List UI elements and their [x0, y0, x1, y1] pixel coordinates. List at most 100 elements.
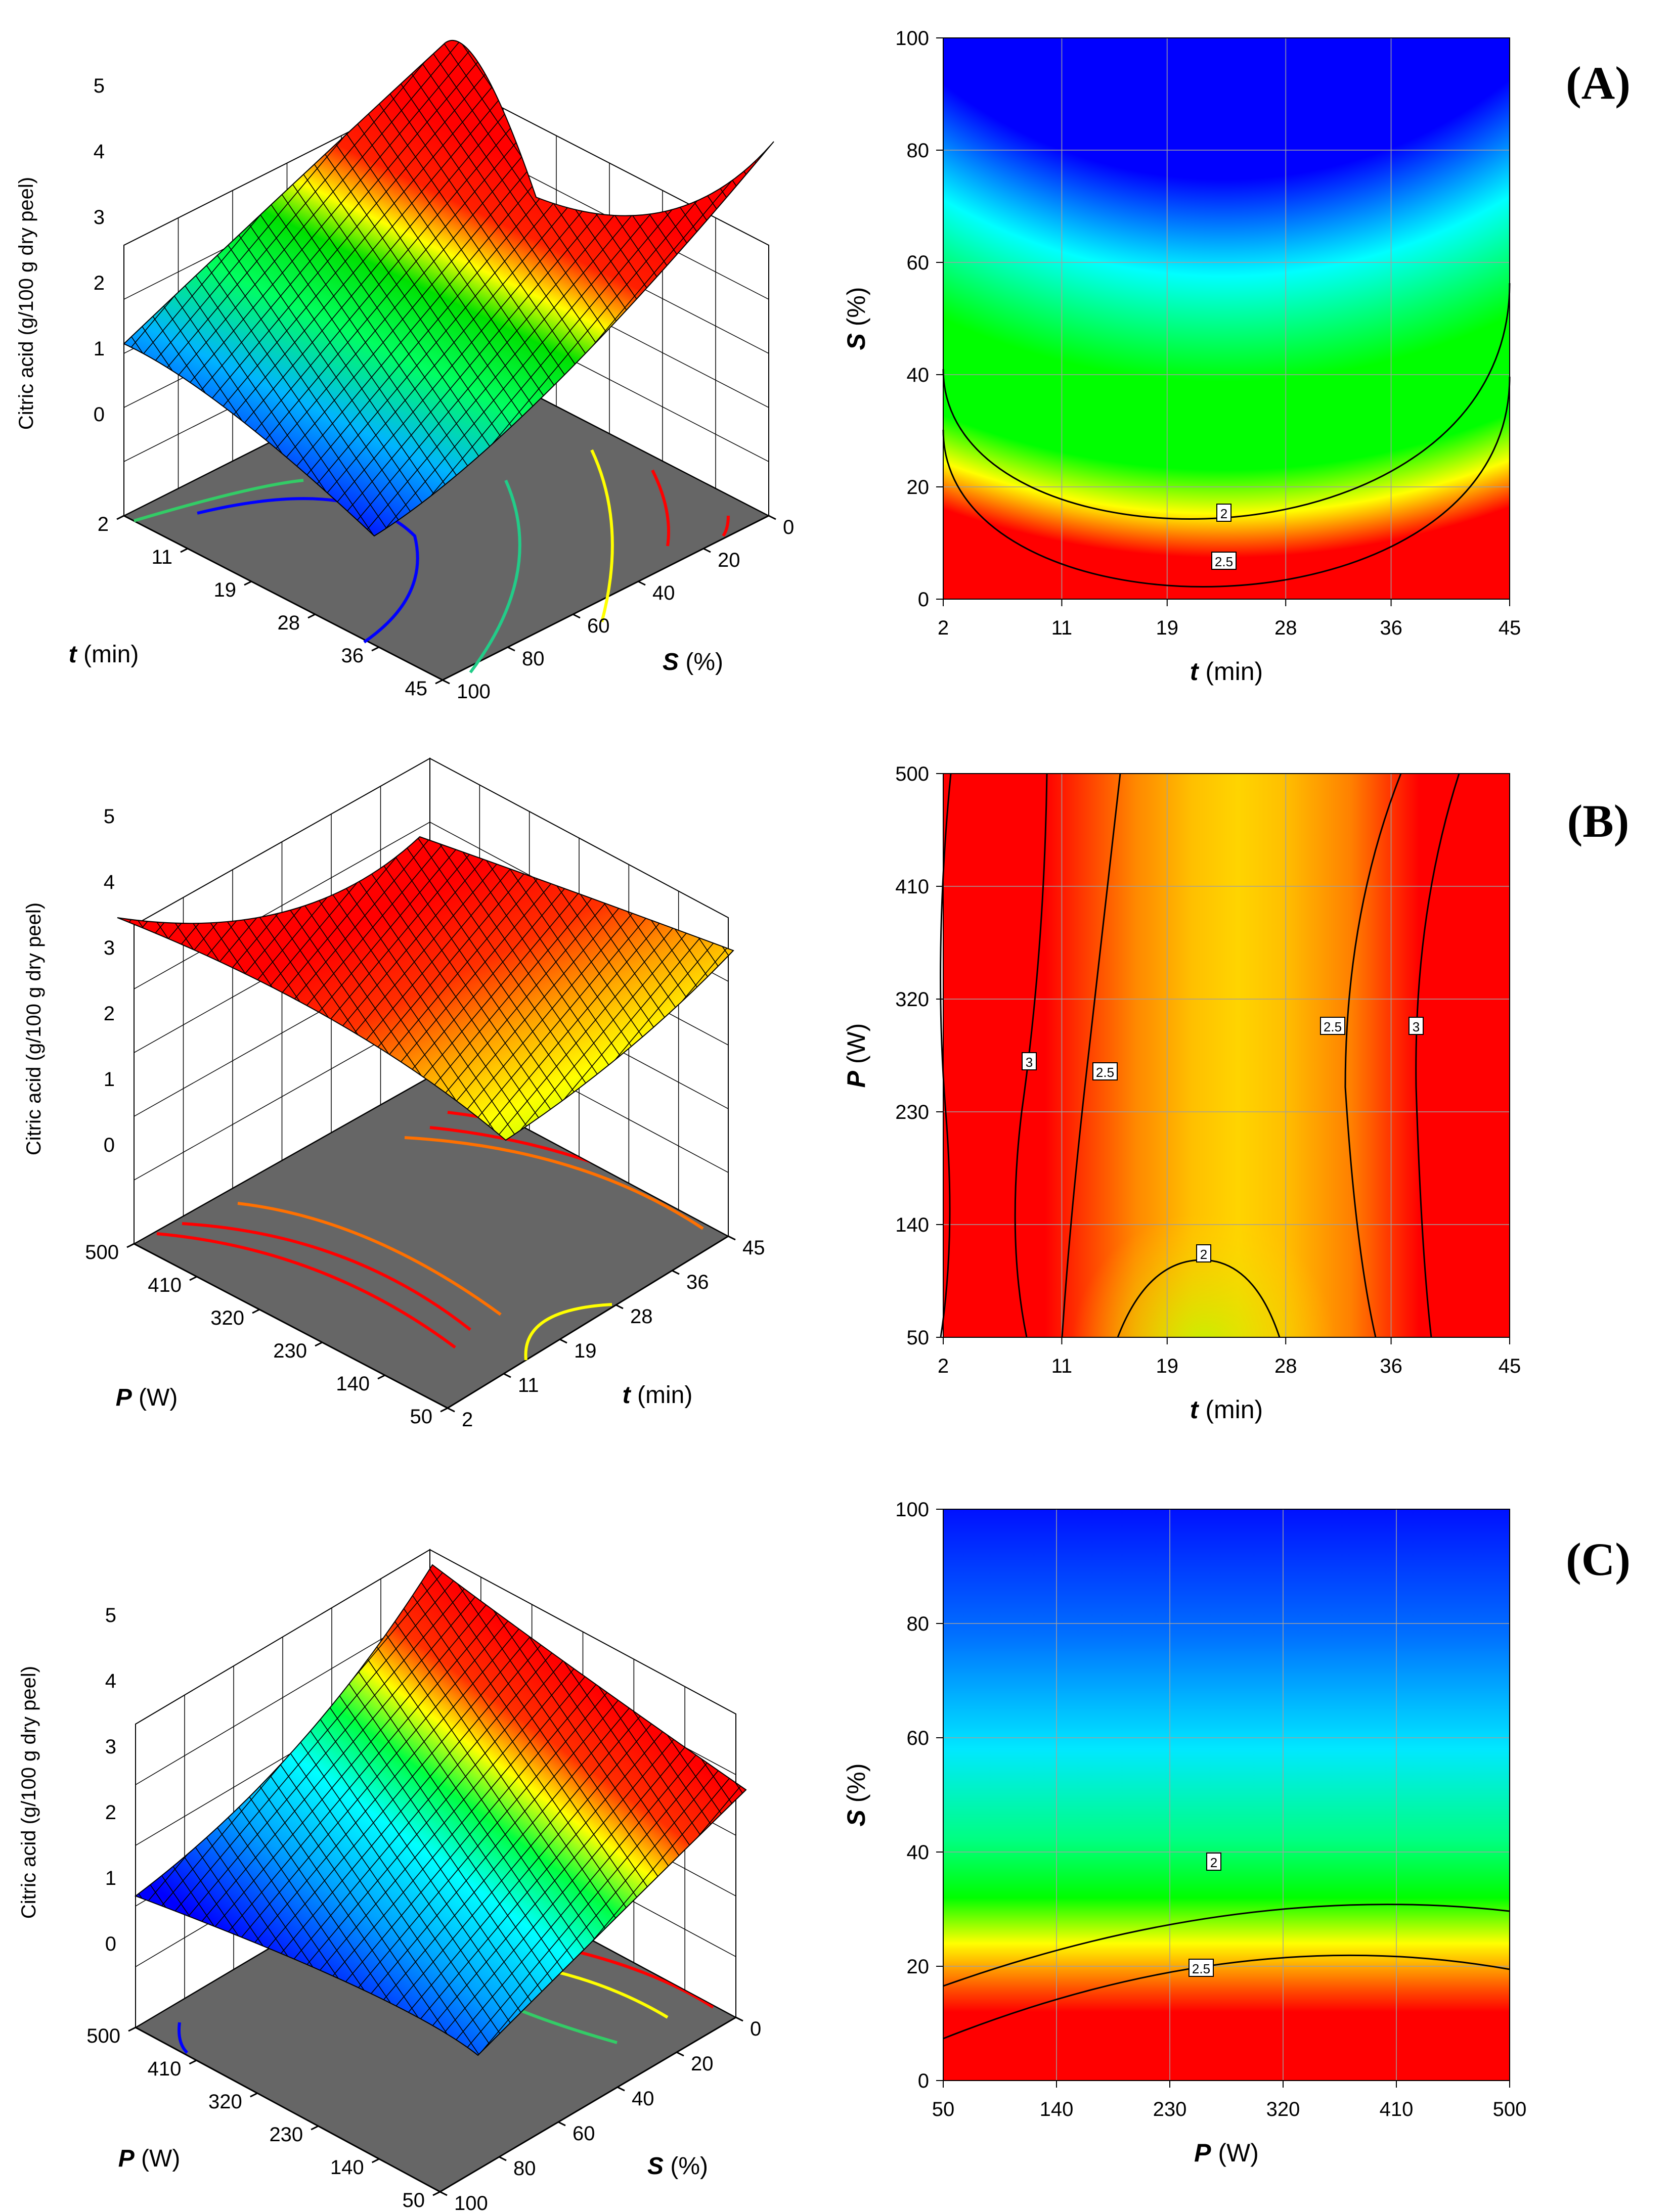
left-axis-tick-label: 19 — [214, 579, 237, 601]
mesh-line — [123, 837, 733, 1140]
response-surface — [124, 40, 774, 536]
x-axis-label-variable: P — [1194, 2139, 1211, 2167]
right-axis-tick — [503, 1373, 511, 1378]
mesh-line — [136, 1565, 671, 2055]
mesh-line — [136, 1565, 739, 2055]
z-tick-label: 5 — [94, 75, 105, 97]
right-axis-tick — [768, 515, 776, 520]
z-tick-label: 1 — [104, 1068, 115, 1091]
mesh-line — [136, 1565, 650, 2055]
mesh-line — [207, 837, 733, 1140]
x-tick-label: 28 — [1274, 617, 1297, 639]
mesh-line — [117, 837, 119, 1140]
mesh-line — [118, 837, 733, 1140]
right-axis-tick-label: 45 — [742, 1237, 765, 1259]
contour-label-box — [1189, 1959, 1214, 1977]
right-axis-tick — [447, 1407, 455, 1413]
floor-contour-3 — [404, 1136, 704, 1230]
y-tick-label: 40 — [907, 364, 930, 386]
y-tick-label: 100 — [895, 27, 929, 50]
x-tick-label: 2 — [938, 1355, 949, 1377]
mesh-line — [124, 40, 564, 536]
left-axis-tick — [126, 1243, 135, 1248]
y-tick-label: 0 — [918, 589, 929, 611]
y-tick-label: 140 — [895, 1214, 929, 1236]
mesh-line — [177, 1565, 746, 2055]
right-axis-tick — [728, 1235, 736, 1241]
contour-line-4 — [1344, 773, 1402, 1338]
mesh-line — [124, 40, 706, 536]
right-axis-label-unit: (%) — [664, 2153, 708, 2180]
contour-field — [943, 1509, 1510, 2081]
right-axis-tick-label: 40 — [652, 582, 675, 604]
z-tick-label: 4 — [94, 141, 105, 163]
mesh-line — [117, 837, 122, 1140]
surface-mesh — [136, 1565, 746, 2055]
mesh-line — [124, 40, 671, 536]
right-axis-tick — [638, 580, 646, 586]
mesh-line — [348, 1565, 746, 2055]
mesh-line — [136, 1565, 746, 2055]
mesh-line — [124, 40, 774, 536]
plot-frame — [943, 37, 1510, 600]
right-axis-tick-label: 11 — [518, 1374, 539, 1396]
right-axis-label: t (min) — [623, 1382, 693, 1409]
floor-contour-2 — [237, 1202, 502, 1316]
mesh-line — [0, 0, 83, 839]
mesh-line — [117, 837, 733, 1140]
floor-contour-1 — [556, 1970, 669, 2019]
left-axis-label: P (W) — [116, 1384, 178, 1411]
mesh-line — [141, 1565, 746, 2055]
left-axis-tick-label: 45 — [405, 678, 428, 700]
z-tick-label: 5 — [105, 1604, 116, 1627]
left-axis-tick — [128, 2026, 136, 2032]
mesh-line — [159, 837, 733, 1140]
y-tick-label: 410 — [895, 876, 929, 898]
contour-label: 2.5 — [1096, 1065, 1114, 1080]
mesh-line — [225, 1565, 746, 2055]
x-axis-label-variable: t — [1190, 1395, 1200, 1424]
mesh-line — [117, 837, 733, 1140]
mesh-line — [0, 0, 13, 839]
contour-plot-C: 50 140 230 320 410 500 0 20 40 60 80 100 2 2.5 P (W) S … — [842, 1499, 1526, 2167]
right-axis-label-unit: (min) — [631, 1382, 693, 1409]
mesh-line — [136, 1565, 746, 2055]
mesh-line — [124, 40, 615, 536]
mesh-line — [136, 1565, 746, 2055]
contour-label: 2 — [1200, 1247, 1207, 1262]
left-axis-tick — [116, 515, 124, 520]
right-axis-tick-label: 60 — [587, 615, 610, 637]
mesh-line — [331, 1565, 746, 2055]
mesh-line — [124, 40, 547, 536]
mesh-line — [136, 1565, 746, 2055]
mesh-line — [117, 837, 733, 1140]
mesh-line — [136, 1565, 746, 2055]
y-tick-label: 230 — [895, 1101, 929, 1123]
mesh-line — [260, 837, 733, 1140]
mesh-line — [124, 40, 741, 536]
right-axis-tick — [442, 679, 450, 685]
right-axis-tick — [676, 2051, 684, 2057]
left-axis-tick-label: 500 — [86, 2025, 120, 2047]
mesh-line — [0, 556, 101, 1517]
mesh-line — [124, 40, 529, 536]
mesh-line — [117, 837, 140, 1140]
contour-line-1 — [942, 376, 1511, 588]
left-axis-label-variable: t — [69, 641, 78, 668]
mesh-line — [225, 40, 774, 536]
floor-contour-1 — [134, 479, 304, 522]
right-axis-tick-label: 80 — [513, 2157, 536, 2180]
right-axis-tick — [573, 613, 581, 619]
y-axis-label: S (%) — [842, 1763, 870, 1826]
left-axis-tick-label: 230 — [269, 2124, 303, 2146]
floor-contour-3 — [590, 449, 614, 622]
z-tick-label: 5 — [104, 805, 115, 828]
left-axis-tick — [311, 2125, 319, 2131]
left-axis-tick-label: 320 — [210, 1307, 244, 1329]
contour-label-box — [1320, 1017, 1345, 1035]
contour-label-box — [1216, 504, 1231, 522]
mesh-line — [117, 837, 733, 1140]
contour-label-box — [1022, 1052, 1037, 1070]
left-axis-label-unit: (W) — [135, 2145, 181, 2172]
